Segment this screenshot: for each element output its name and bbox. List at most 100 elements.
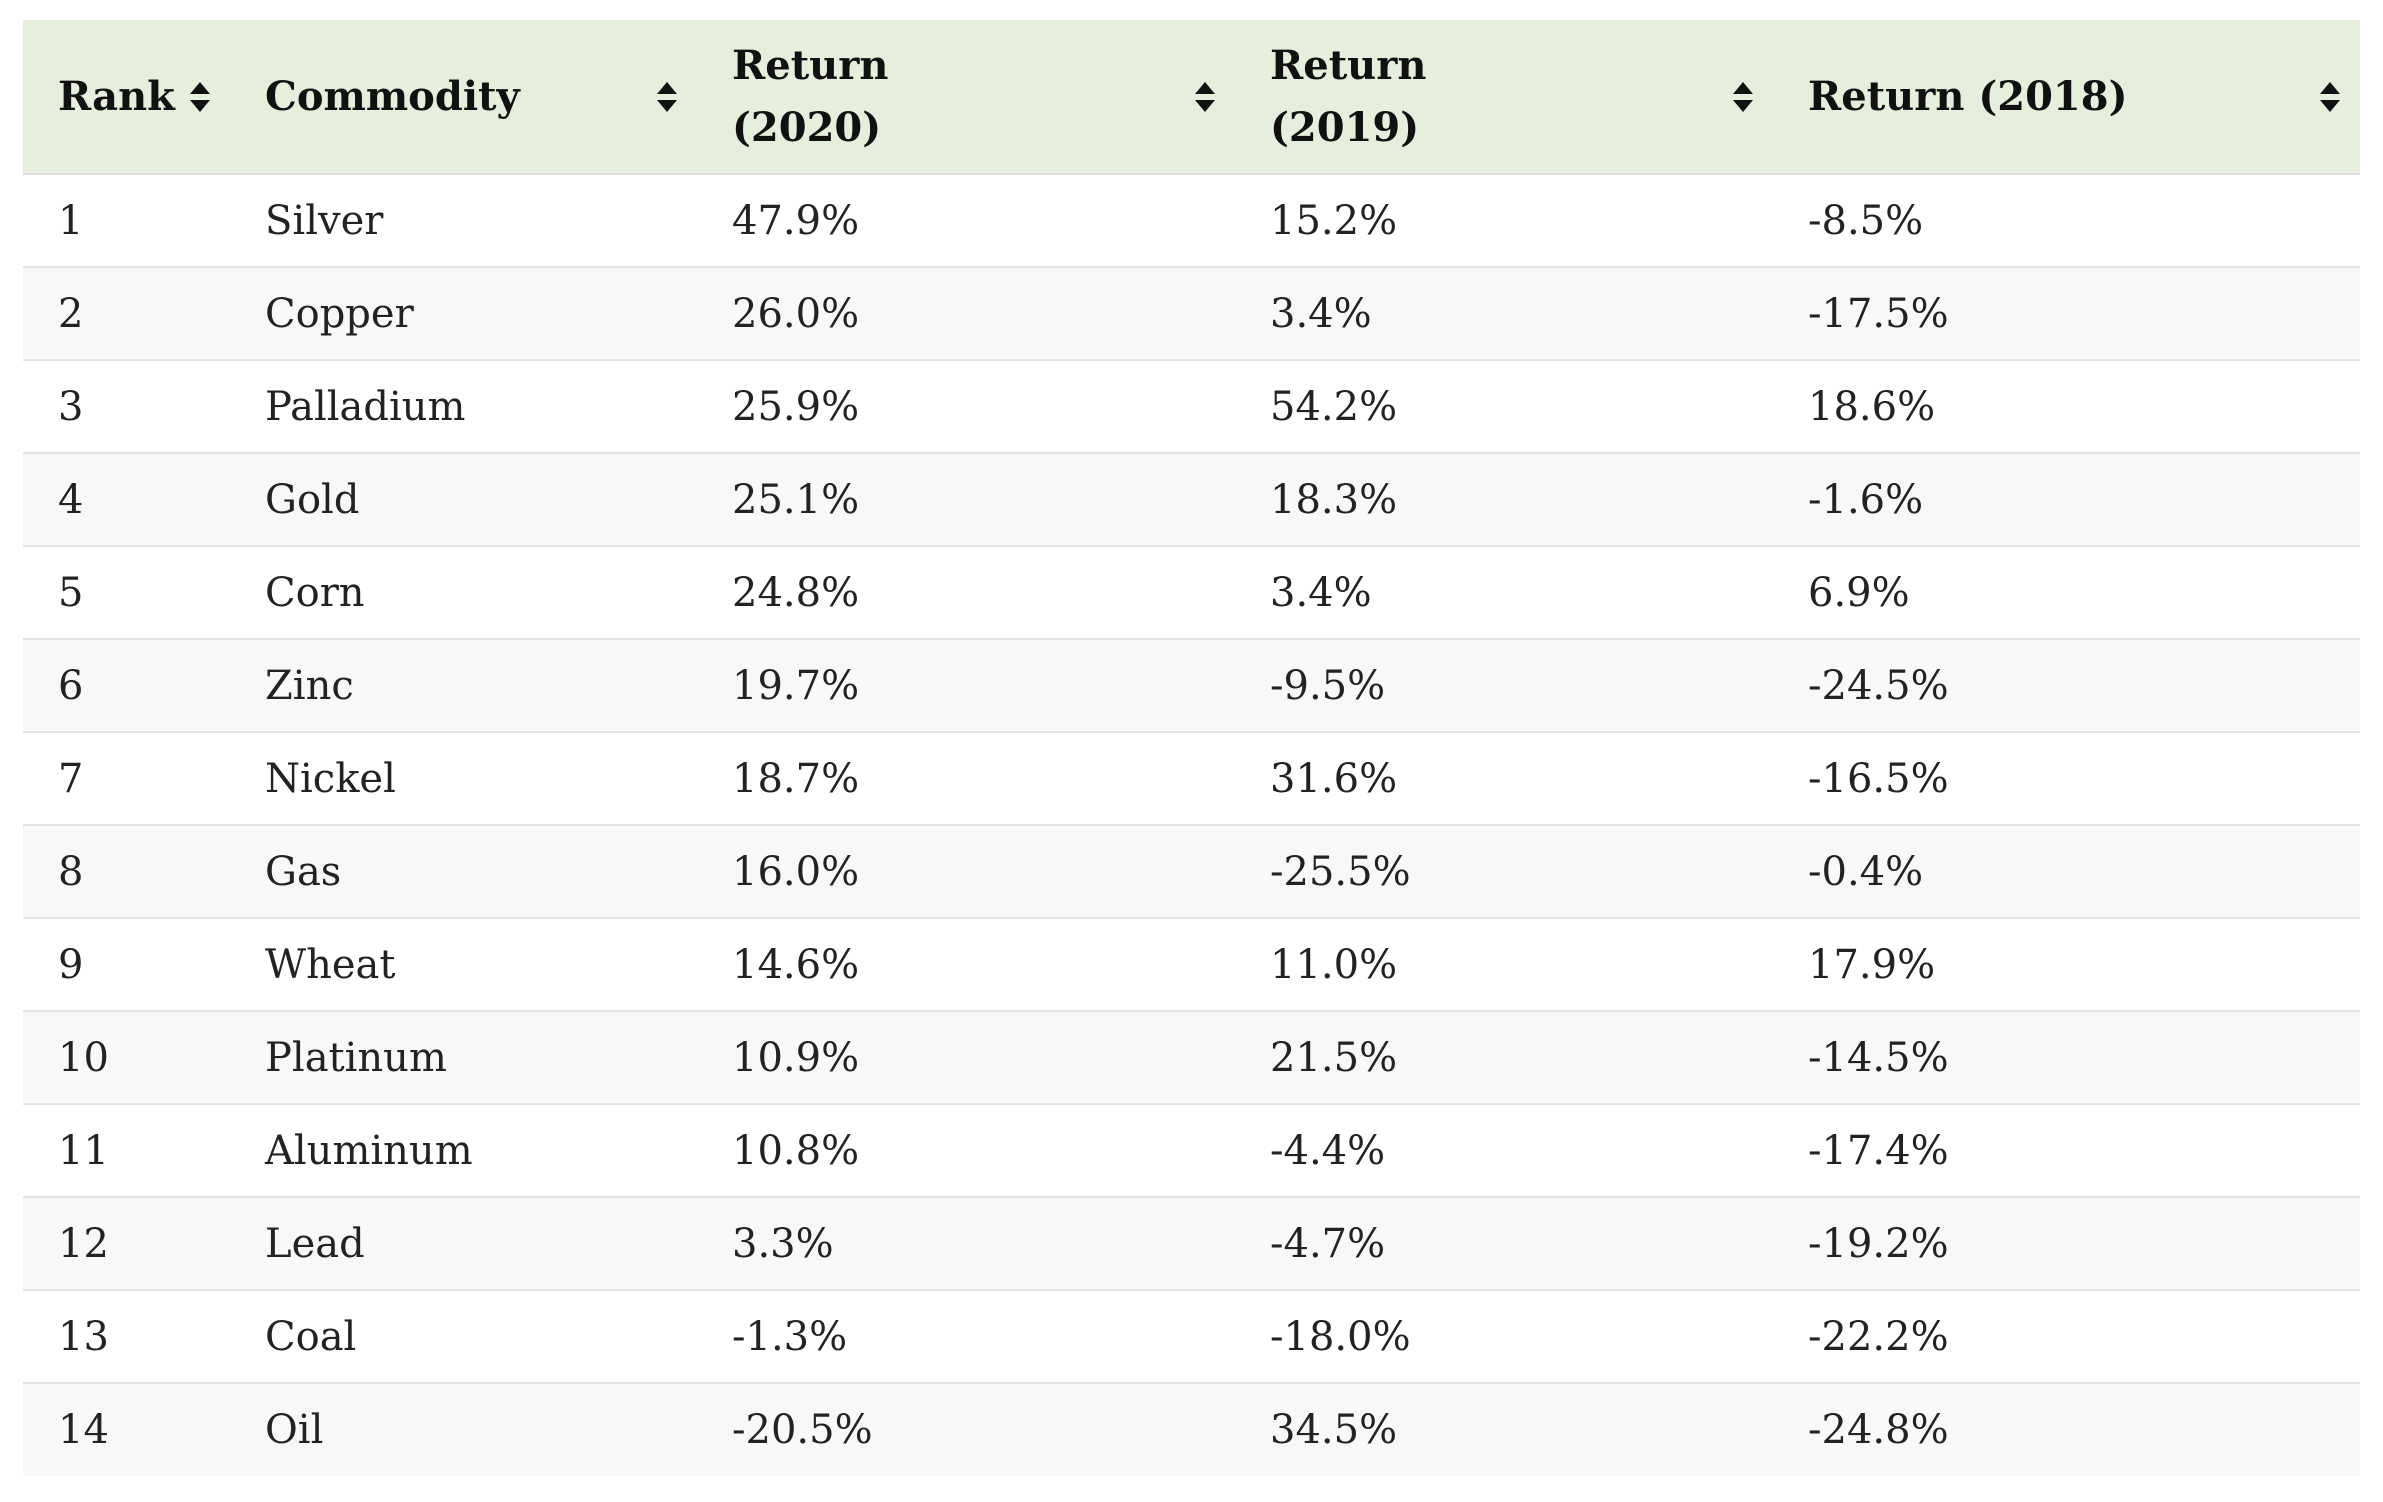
cell-rank: 3: [23, 359, 230, 453]
cell-return-2019: 15.2%: [1270, 197, 1398, 244]
cell-return-2020: 26.0%: [697, 266, 1235, 360]
table-row: 11 Aluminum 10.8% -4.4% -17.4%: [23, 1103, 2360, 1197]
table-row: 14 Oil -20.5% 34.5% -24.8%: [23, 1382, 2360, 1476]
column-header-return-2019[interactable]: Return (2019): [1235, 20, 1773, 175]
sort-updown-icon[interactable]: [1193, 80, 1217, 114]
column-header-return-2020[interactable]: Return (2020): [697, 20, 1235, 175]
cell-rank: 2: [23, 266, 230, 360]
table-row: 8 Gas 16.0% -25.5% -0.4%: [23, 824, 2360, 918]
column-header-label: Return (2020): [732, 41, 889, 151]
cell-return-2020: 47.9%: [732, 197, 860, 244]
column-header-label: Rank: [58, 72, 175, 120]
cell-return-2019: -25.5%: [1235, 824, 1773, 918]
cell-commodity: Aluminum: [230, 1103, 697, 1197]
cell-return-2018: -8.5%: [1808, 197, 1924, 244]
cell-return-2019: 54.2%: [1235, 359, 1773, 453]
cell-return-2019: -4.4%: [1235, 1103, 1773, 1197]
cell-rank: 9: [23, 917, 230, 1011]
cell-return-2020: 18.7%: [697, 731, 1235, 825]
cell-return-2019: 3.4%: [1235, 545, 1773, 639]
cell-commodity: Corn: [230, 545, 697, 639]
cell-rank: 5: [23, 545, 230, 639]
cell-return-2018: 18.6%: [1773, 359, 2360, 453]
column-header-return-2018[interactable]: Return (2018): [1773, 20, 2360, 175]
cell-rank: 8: [23, 824, 230, 918]
cell-return-2020: 24.8%: [697, 545, 1235, 639]
table-body: 1 Silver 47.9% 15.2% -8.5% 2 Copper 26.0…: [23, 174, 2360, 1476]
cell-return-2020: -1.3%: [697, 1289, 1235, 1383]
table-row: 6 Zinc 19.7% -9.5% -24.5%: [23, 638, 2360, 732]
column-header-label: Return (2018): [1808, 72, 2128, 120]
cell-return-2020: 14.6%: [697, 917, 1235, 1011]
cell-rank: 10: [23, 1010, 230, 1104]
table-row: 4 Gold 25.1% 18.3% -1.6%: [23, 452, 2360, 546]
cell-return-2019: 11.0%: [1235, 917, 1773, 1011]
table-row: 13 Coal -1.3% -18.0% -22.2%: [23, 1289, 2360, 1383]
cell-return-2018: -1.6%: [1773, 452, 2360, 546]
cell-return-2019: 18.3%: [1235, 452, 1773, 546]
column-header-label: Return (2019): [1270, 41, 1427, 151]
cell-return-2020: 19.7%: [697, 638, 1235, 732]
cell-rank: 12: [23, 1196, 230, 1290]
cell-return-2019: 31.6%: [1235, 731, 1773, 825]
cell-return-2018: -0.4%: [1773, 824, 2360, 918]
cell-return-2019: -9.5%: [1235, 638, 1773, 732]
table-row: 10 Platinum 10.9% 21.5% -14.5%: [23, 1010, 2360, 1104]
table-row: 5 Corn 24.8% 3.4% 6.9%: [23, 545, 2360, 639]
cell-commodity: Lead: [230, 1196, 697, 1290]
cell-return-2018: -22.2%: [1773, 1289, 2360, 1383]
sort-updown-icon[interactable]: [1731, 80, 1755, 114]
cell-commodity: Wheat: [230, 917, 697, 1011]
cell-return-2019: 34.5%: [1235, 1382, 1773, 1476]
column-header-commodity[interactable]: Commodity: [230, 20, 697, 175]
cell-commodity: Oil: [230, 1382, 697, 1476]
column-header-label: Commodity: [265, 72, 520, 120]
table-row: 12 Lead 3.3% -4.7% -19.2%: [23, 1196, 2360, 1290]
cell-return-2020: 3.3%: [697, 1196, 1235, 1290]
cell-rank: 11: [23, 1103, 230, 1197]
cell-commodity: Nickel: [230, 731, 697, 825]
cell-return-2018: -17.5%: [1773, 266, 2360, 360]
cell-rank: 14: [23, 1382, 230, 1476]
cell-return-2018: 6.9%: [1773, 545, 2360, 639]
cell-return-2018: -16.5%: [1773, 731, 2360, 825]
cell-return-2019: -4.7%: [1235, 1196, 1773, 1290]
cell-commodity: Silver: [265, 197, 384, 244]
table-row: 3 Palladium 25.9% 54.2% 18.6%: [23, 359, 2360, 453]
cell-return-2018: -24.8%: [1773, 1382, 2360, 1476]
cell-return-2020: 25.9%: [697, 359, 1235, 453]
cell-return-2018: -24.5%: [1773, 638, 2360, 732]
cell-return-2019: -18.0%: [1235, 1289, 1773, 1383]
cell-return-2020: -20.5%: [697, 1382, 1235, 1476]
cell-return-2018: -17.4%: [1773, 1103, 2360, 1197]
cell-return-2020: 10.8%: [697, 1103, 1235, 1197]
sort-updown-icon[interactable]: [2318, 80, 2342, 114]
column-header-rank[interactable]: Rank: [23, 20, 230, 175]
cell-commodity: Copper: [230, 266, 697, 360]
table-row: 2 Copper 26.0% 3.4% -17.5%: [23, 266, 2360, 360]
cell-commodity: Coal: [230, 1289, 697, 1383]
cell-commodity: Gold: [230, 452, 697, 546]
cell-return-2019: 21.5%: [1235, 1010, 1773, 1104]
cell-rank: 4: [23, 452, 230, 546]
cell-return-2019: 3.4%: [1235, 266, 1773, 360]
cell-rank: 7: [23, 731, 230, 825]
cell-commodity: Gas: [230, 824, 697, 918]
cell-commodity: Palladium: [230, 359, 697, 453]
cell-return-2020: 16.0%: [697, 824, 1235, 918]
cell-rank: 6: [23, 638, 230, 732]
cell-rank: 1: [58, 197, 84, 244]
commodity-returns-table: Rank Commodity Return (2020): [23, 20, 2360, 1476]
cell-return-2018: 17.9%: [1773, 917, 2360, 1011]
table-row: 1 Silver 47.9% 15.2% -8.5%: [23, 174, 2360, 267]
sort-updown-icon[interactable]: [655, 80, 679, 114]
cell-return-2020: 25.1%: [697, 452, 1235, 546]
table-row: 7 Nickel 18.7% 31.6% -16.5%: [23, 731, 2360, 825]
cell-return-2020: 10.9%: [697, 1010, 1235, 1104]
table-row: 9 Wheat 14.6% 11.0% 17.9%: [23, 917, 2360, 1011]
cell-commodity: Zinc: [230, 638, 697, 732]
sort-updown-icon[interactable]: [188, 80, 212, 114]
header-row: Rank Commodity Return (2020): [23, 20, 2360, 175]
cell-rank: 13: [23, 1289, 230, 1383]
cell-return-2018: -19.2%: [1773, 1196, 2360, 1290]
